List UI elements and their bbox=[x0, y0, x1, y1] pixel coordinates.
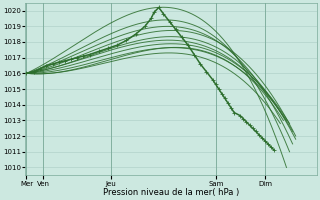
X-axis label: Pression niveau de la mer( hPa ): Pression niveau de la mer( hPa ) bbox=[103, 188, 239, 197]
